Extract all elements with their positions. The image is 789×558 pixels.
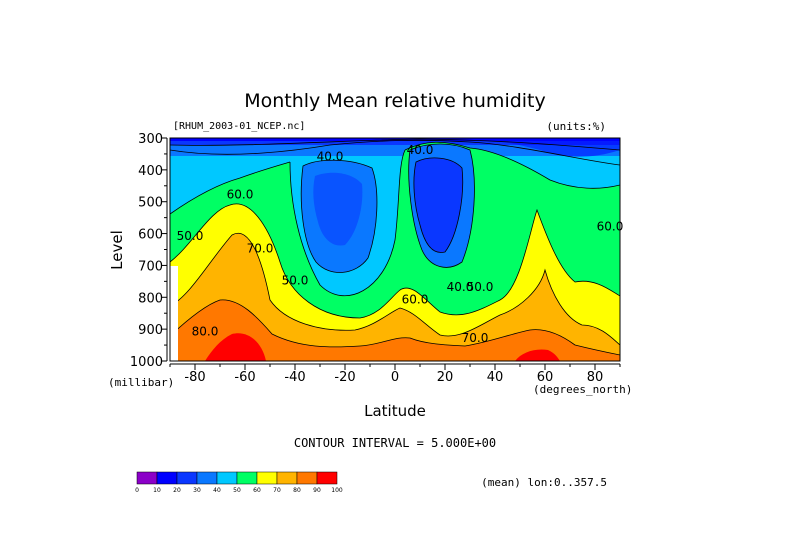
x-tick-label: 0 [391,370,399,385]
colorbar: 0 10 20 30 40 50 60 70 80 90 100 [135,471,343,494]
colorbar-swatch [296,471,318,485]
contour-value-label: 40.0 [447,280,474,294]
contour-value-label: 50.0 [467,280,494,294]
x-tick-label: -40 [284,370,305,385]
contour-value-label: 40.0 [407,143,434,157]
mean-lon-text: (mean) lon:0..357.5 [481,476,607,489]
colorbar-swatch [316,471,338,485]
x-axis-ticks: -80 -60 -40 -20 0 20 40 60 80 [169,364,621,385]
contour-value-label: 70.0 [247,242,274,256]
x-tick-label: 20 [437,370,454,385]
x-units-label: (degrees_north) [533,383,632,396]
y-tick-label: 500 [138,196,163,211]
colorbar-label: 90 [313,487,321,494]
colorbar-swatch [156,471,178,485]
colorbar-label: 80 [293,487,301,494]
colorbar-swatch [256,471,278,485]
y-tick-label: 600 [138,228,163,243]
y-tick-label: 300 [138,132,163,147]
contour-value-label: 50.0 [282,274,309,288]
units-label: (units:%) [546,120,606,133]
contour-labels: 40.0 40.060.050.070.050.060.040.050.060.0… [177,143,624,345]
colorbar-label: 0 [135,487,139,494]
colorbar-label: 50 [233,487,241,494]
colorbar-swatch [276,471,298,485]
colorbar-swatch [136,471,158,485]
y-units-label: (millibar) [108,376,174,389]
x-tick-label: -60 [234,370,255,385]
x-tick-label: -80 [184,370,205,385]
contour-value-label: 50.0 [177,229,204,243]
y-tick-label: 800 [138,291,163,306]
colorbar-swatch [176,471,198,485]
contour-value-label: 80.0 [192,325,219,339]
colorbar-label: 40 [213,487,221,494]
x-tick-label: 80 [587,370,604,385]
y-tick-label: 400 [138,164,163,179]
y-axis-ticks: 300 400 500 600 700 800 900 1000 [130,132,167,370]
colorbar-swatch [236,471,258,485]
y-axis-label: Level [108,230,126,270]
x-tick-label: 40 [487,370,504,385]
x-tick-label: -20 [334,370,355,385]
plot-frame [169,137,621,362]
chart-title: Monthly Mean relative humidity [244,90,546,112]
contour-value-label: 70.0 [462,331,489,345]
contour-field [170,138,620,361]
colorbar-swatch [196,471,218,485]
colorbar-label: 100 [331,487,343,494]
x-tick-label: 60 [537,370,554,385]
contour-value-label: 40.0 [317,149,344,163]
colorbar-label: 20 [173,487,181,494]
y-tick-label: 1000 [130,355,163,370]
colorbar-label: 70 [273,487,281,494]
colorbar-label: 10 [153,487,161,494]
dataset-label: [RHUM_2003-01_NCEP.nc] [173,121,305,132]
x-axis-label: Latitude [364,402,426,420]
contour-value-label: 60.0 [227,188,254,202]
y-tick-label: 700 [138,259,163,274]
colorbar-label: 30 [193,487,201,494]
contour-interval-text: CONTOUR INTERVAL = 5.000E+00 [294,436,496,450]
colorbar-label: 60 [253,487,261,494]
contour-value-label: 60.0 [597,219,624,233]
colorbar-swatch [216,471,238,485]
y-tick-label: 900 [138,323,163,338]
contour-value-label: 60.0 [402,293,429,307]
